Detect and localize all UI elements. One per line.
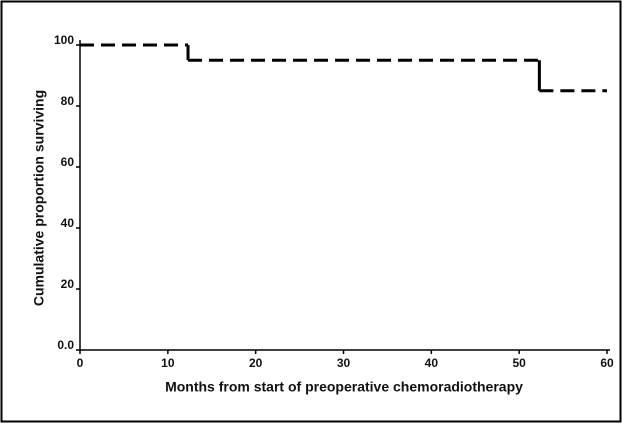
x-tick-label: 60 bbox=[600, 356, 614, 370]
x-tick-label: 40 bbox=[425, 356, 439, 370]
y-tick-label: 60 bbox=[61, 155, 75, 169]
y-tick-label: 100 bbox=[54, 33, 74, 47]
y-tick-label: 0.0 bbox=[57, 338, 74, 352]
y-tick-label: 20 bbox=[61, 277, 75, 291]
x-tick-label: 30 bbox=[337, 356, 351, 370]
x-tick-label: 10 bbox=[161, 356, 175, 370]
x-tick-label: 0 bbox=[77, 356, 84, 370]
y-tick-label: 40 bbox=[61, 216, 75, 230]
x-axis-title: Months from start of preoperative chemor… bbox=[165, 379, 523, 395]
x-tick-label: 20 bbox=[249, 356, 263, 370]
x-tick-label: 50 bbox=[512, 356, 526, 370]
y-axis-title: Cumulative proportion surviving bbox=[31, 90, 47, 306]
y-tick-label: 80 bbox=[61, 94, 75, 108]
